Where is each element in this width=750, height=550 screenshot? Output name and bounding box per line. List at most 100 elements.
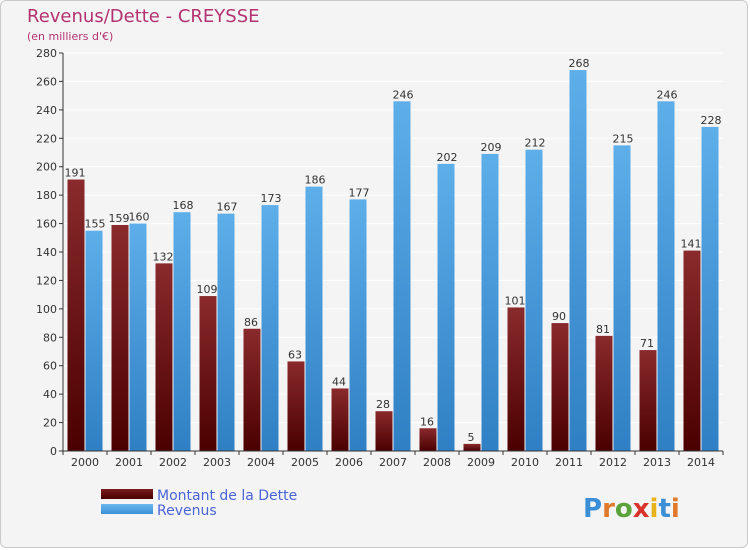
legend-label-revenus: Revenus <box>157 503 217 519</box>
value-label-dette: 28 <box>376 398 390 411</box>
bar-revenus-2011 <box>569 70 587 452</box>
bar-revenus-2010 <box>525 149 543 451</box>
legend: Montant de la Dette Revenus <box>101 488 297 519</box>
bar-dette-2006 <box>331 388 349 451</box>
x-tick-label: 2002 <box>159 456 187 469</box>
x-tick-label: 2006 <box>335 456 363 469</box>
bar-dette-2001 <box>111 224 129 451</box>
bar-dette-2007 <box>375 411 393 451</box>
y-tick-label: 60 <box>43 360 57 373</box>
x-tick-label: 2012 <box>599 456 627 469</box>
value-label-dette: 90 <box>552 310 566 323</box>
y-tick-label: 260 <box>36 75 57 88</box>
bar-dette-2014 <box>683 250 701 451</box>
x-tick-label: 2007 <box>379 456 407 469</box>
x-axis-ticks: 2000 2001 2002 2003 2004 2005 2006 2007 2008 2009… <box>62 451 724 469</box>
bar-revenus-2005 <box>305 186 323 451</box>
value-label-revenus: 177 <box>349 186 370 199</box>
bar-revenus-2008 <box>437 163 455 451</box>
bar-dette-2009 <box>463 443 481 451</box>
proxiti-logo: Proxiti <box>583 494 680 524</box>
y-tick-label: 120 <box>36 274 57 287</box>
bar-dette-2008 <box>419 428 437 451</box>
value-label-revenus: 212 <box>525 137 546 150</box>
x-tick-label: 2000 <box>71 456 99 469</box>
value-label-dette: 5 <box>468 431 475 444</box>
bar-revenus-2013 <box>657 101 675 451</box>
x-tick-label: 2009 <box>467 456 495 469</box>
bar-revenus-2004 <box>261 205 279 451</box>
x-tick-label: 2001 <box>115 456 143 469</box>
bar-revenus-2003 <box>217 213 235 451</box>
value-label-dette: 86 <box>244 316 258 329</box>
bar-revenus-2014 <box>701 126 719 452</box>
value-label-revenus: 246 <box>657 88 678 101</box>
y-axis-ticks: 0 20 40 60 80 100 120 140 160 180 200 220 240 260 280 <box>36 47 63 458</box>
y-tick-label: 80 <box>43 331 57 344</box>
value-label-dette: 16 <box>420 415 434 428</box>
value-label-revenus: 215 <box>613 132 634 145</box>
bar-dette-2013 <box>639 350 657 451</box>
x-tick-label: 2014 <box>687 456 715 469</box>
bar-dette-2004 <box>243 328 261 451</box>
value-label-revenus: 268 <box>569 57 590 70</box>
value-label-revenus: 186 <box>305 174 326 187</box>
y-tick-label: 140 <box>36 246 57 259</box>
bar-dette-2000 <box>67 179 85 451</box>
y-tick-label: 220 <box>36 132 57 145</box>
y-tick-label: 40 <box>43 388 57 401</box>
bars <box>67 70 719 452</box>
value-label-dette: 159 <box>109 212 130 225</box>
bar-dette-2005 <box>287 361 305 451</box>
y-tick-label: 180 <box>36 189 57 202</box>
proxiti-watermark: Proxiti <box>583 494 680 524</box>
y-tick-label: 240 <box>36 104 57 117</box>
x-tick-label: 2003 <box>203 456 231 469</box>
y-tick-label: 160 <box>36 218 57 231</box>
value-label-revenus: 160 <box>129 211 150 224</box>
bar-revenus-2009 <box>481 153 499 451</box>
value-label-dette: 101 <box>505 294 526 307</box>
value-label-revenus: 228 <box>701 114 722 127</box>
value-label-dette: 109 <box>197 283 218 296</box>
grid-lines <box>63 52 723 424</box>
bar-dette-2003 <box>199 296 217 451</box>
y-tick-label: 280 <box>36 47 57 60</box>
value-label-dette: 191 <box>65 167 86 180</box>
value-label-revenus: 246 <box>393 88 414 101</box>
legend-label-debt: Montant de la Dette <box>157 488 297 504</box>
x-tick-label: 2005 <box>291 456 319 469</box>
bar-dette-2012 <box>595 335 613 451</box>
y-tick-label: 20 <box>43 417 57 430</box>
value-label-dette: 63 <box>288 348 302 361</box>
x-tick-label: 2008 <box>423 456 451 469</box>
value-label-revenus: 209 <box>481 141 502 154</box>
bar-revenus-2012 <box>613 145 631 451</box>
bar-dette-2010 <box>507 307 525 451</box>
x-tick-label: 2004 <box>247 456 275 469</box>
value-label-dette: 44 <box>332 375 346 388</box>
x-tick-label: 2011 <box>555 456 583 469</box>
value-label-dette: 71 <box>640 337 654 350</box>
y-tick-label: 200 <box>36 161 57 174</box>
bar-revenus-2001 <box>129 223 147 451</box>
value-label-revenus: 173 <box>261 192 282 205</box>
value-label-revenus: 168 <box>173 199 194 212</box>
x-tick-label: 2013 <box>643 456 671 469</box>
value-label-revenus: 202 <box>437 151 458 164</box>
legend-swatch-debt <box>101 489 153 499</box>
chart-title: Revenus/Dette - CREYSSE <box>27 6 260 27</box>
legend-swatch-revenus <box>101 504 153 514</box>
value-label-revenus: 167 <box>217 201 238 214</box>
value-label-dette: 132 <box>153 250 174 263</box>
bar-revenus-2000 <box>85 230 103 451</box>
bar-revenus-2007 <box>393 101 411 451</box>
bar-revenus-2006 <box>349 199 367 451</box>
y-tick-label: 0 <box>50 445 57 458</box>
bar-dette-2011 <box>551 323 569 451</box>
x-tick-label: 2010 <box>511 456 539 469</box>
value-label-dette: 81 <box>596 323 610 336</box>
value-label-revenus: 155 <box>85 218 106 231</box>
